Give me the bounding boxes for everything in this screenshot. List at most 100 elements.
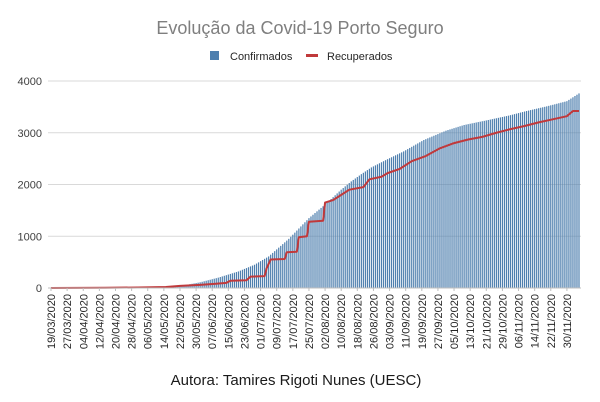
bar-confirmados xyxy=(338,191,340,288)
legend-label-confirmados: Confirmados xyxy=(230,51,293,63)
bar-confirmados xyxy=(401,152,403,288)
x-tick-label: 04/04/2020 xyxy=(78,294,90,349)
bar-confirmados xyxy=(407,149,409,288)
legend: Confirmados Recuperados xyxy=(210,51,393,63)
x-tick-label: 30/05/2020 xyxy=(191,294,203,349)
bar-confirmados xyxy=(312,214,314,288)
legend-label-recuperados: Recuperados xyxy=(327,51,393,63)
bar-confirmados xyxy=(479,121,481,289)
bar-confirmados xyxy=(372,166,375,288)
bar-confirmados xyxy=(368,168,371,288)
bar-confirmados xyxy=(354,178,356,288)
bar-confirmados xyxy=(574,96,576,288)
y-tick-label: 4000 xyxy=(18,76,42,88)
x-tick-label: 19/03/2020 xyxy=(46,294,58,349)
bar-confirmados xyxy=(562,102,564,288)
bar-confirmados xyxy=(370,167,373,288)
bar-confirmados xyxy=(546,106,548,288)
bar-confirmados xyxy=(308,218,310,288)
bar-confirmados xyxy=(413,145,415,288)
x-tick-label: 14/11/2020 xyxy=(530,294,542,348)
bar-confirmados xyxy=(445,130,447,288)
bar-confirmados xyxy=(433,135,435,288)
y-tick-label: 2000 xyxy=(18,180,42,192)
confirmados-bars xyxy=(52,93,580,289)
bar-confirmados xyxy=(388,158,391,288)
x-tick-label: 05/10/2020 xyxy=(449,294,461,349)
bar-confirmados xyxy=(378,163,381,288)
x-axis-ticks: 19/03/2020 27/03/2020 04/04/2020 12/04/2020… xyxy=(46,288,574,349)
bar-confirmados xyxy=(415,144,417,288)
bar-confirmados xyxy=(521,112,524,288)
bar-confirmados xyxy=(485,120,487,288)
bar-confirmados xyxy=(300,226,302,288)
x-tick-label: 28/04/2020 xyxy=(127,294,139,349)
bar-confirmados xyxy=(284,242,286,288)
bar-confirmados xyxy=(459,126,461,288)
bar-confirmados xyxy=(382,161,385,288)
bar-confirmados xyxy=(298,228,300,288)
bar-confirmados xyxy=(245,268,248,288)
bar-confirmados xyxy=(362,172,364,288)
bar-confirmados xyxy=(376,164,379,288)
bar-confirmados xyxy=(523,111,526,288)
bar-confirmados xyxy=(439,133,441,288)
bar-confirmados xyxy=(570,98,572,288)
bar-confirmados xyxy=(409,147,411,288)
bar-confirmados xyxy=(469,123,471,288)
chart-title: Evolução da Covid-19 Porto Seguro xyxy=(156,18,443,38)
x-tick-label: 21/10/2020 xyxy=(481,294,493,349)
bar-confirmados xyxy=(397,154,399,288)
bar-confirmados xyxy=(411,146,413,288)
bar-confirmados xyxy=(453,128,455,288)
bar-confirmados xyxy=(483,120,485,288)
bar-confirmados xyxy=(499,117,501,289)
bar-confirmados xyxy=(324,204,326,288)
bar-confirmados xyxy=(364,171,366,288)
bar-confirmados xyxy=(497,117,499,288)
y-tick-label: 1000 xyxy=(18,231,42,243)
bar-confirmados xyxy=(286,240,288,288)
bar-confirmados xyxy=(386,159,389,288)
bar-confirmados xyxy=(259,261,262,288)
bar-confirmados xyxy=(288,238,290,288)
bar-confirmados xyxy=(566,101,568,289)
bar-confirmados xyxy=(280,245,282,288)
bar-confirmados xyxy=(270,254,272,288)
bar-confirmados xyxy=(421,141,423,288)
bar-confirmados xyxy=(392,156,395,288)
bar-confirmados xyxy=(461,125,463,289)
bar-confirmados xyxy=(268,256,270,288)
bar-confirmados xyxy=(501,116,504,288)
x-tick-label: 01/07/2020 xyxy=(256,294,268,349)
bar-confirmados xyxy=(403,151,405,288)
bar-confirmados xyxy=(360,174,362,288)
bar-confirmados xyxy=(225,275,227,288)
bar-confirmados xyxy=(481,121,483,288)
x-tick-label: 06/11/2020 xyxy=(514,294,526,348)
bar-confirmados xyxy=(564,101,566,288)
bar-confirmados xyxy=(515,113,518,288)
bar-confirmados xyxy=(423,140,425,288)
bar-confirmados xyxy=(493,118,495,288)
x-tick-label: 23/06/2020 xyxy=(239,294,251,349)
bar-confirmados xyxy=(272,252,274,288)
bar-confirmados xyxy=(366,170,368,288)
gridlines xyxy=(48,80,581,237)
bar-confirmados xyxy=(471,123,473,288)
x-tick-label: 19/09/2020 xyxy=(417,294,429,349)
bar-confirmados xyxy=(447,130,449,288)
bar-confirmados xyxy=(519,112,522,288)
x-tick-label: 22/11/2020 xyxy=(546,294,558,348)
chart-caption: Autora: Tamires Rigoti Nunes (UESC) xyxy=(171,372,422,389)
x-tick-label: 29/10/2020 xyxy=(497,294,509,349)
bar-confirmados xyxy=(578,93,580,288)
bar-confirmados xyxy=(451,128,453,288)
bar-confirmados xyxy=(457,126,459,288)
x-tick-label: 12/04/2020 xyxy=(94,294,106,349)
bar-confirmados xyxy=(262,259,264,288)
bar-confirmados xyxy=(560,102,562,288)
bar-confirmados xyxy=(318,209,320,288)
bar-confirmados xyxy=(435,134,437,288)
